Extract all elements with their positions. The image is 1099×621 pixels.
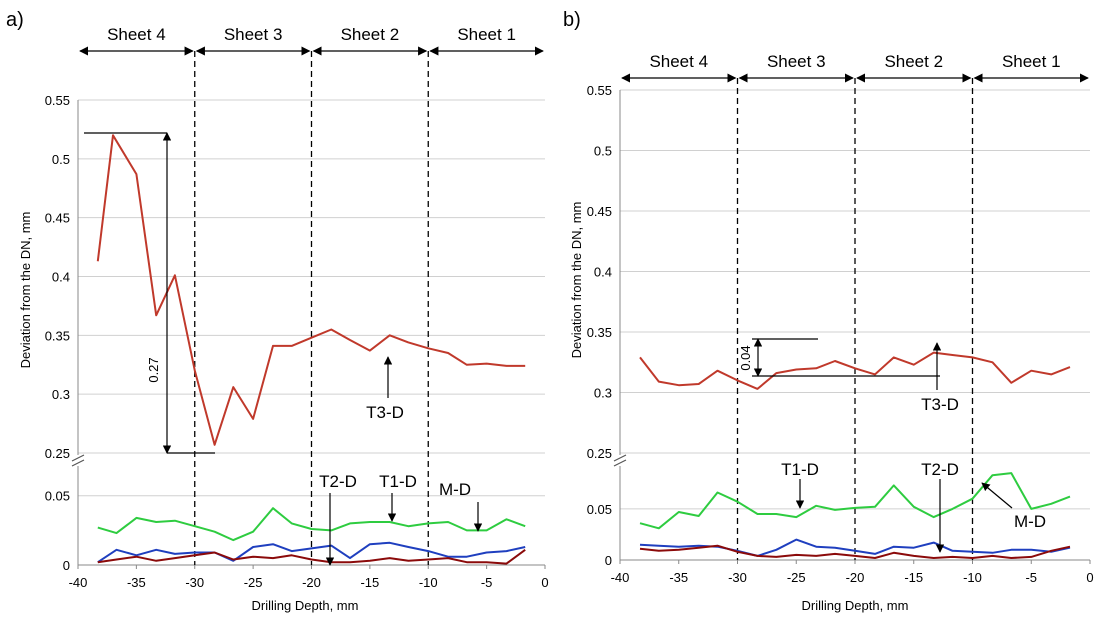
- y-tick-label: 0.35: [45, 328, 70, 343]
- series-annotation-label: M-D: [439, 480, 471, 499]
- y-tick-label: 0.05: [587, 502, 612, 517]
- y-tick-label: 0.55: [587, 83, 612, 98]
- sheet-label: Sheet 4: [107, 25, 166, 44]
- x-tick-label: -5: [481, 575, 493, 590]
- x-tick-label: -15: [360, 575, 379, 590]
- x-tick-label: -35: [127, 575, 146, 590]
- x-axis-title: Drilling Depth, mm: [802, 598, 909, 613]
- sheet-label: Sheet 2: [884, 52, 943, 71]
- series-annotation-label: T3-D: [921, 395, 959, 414]
- series-line-t2-d: [639, 544, 1071, 559]
- x-tick-label: -30: [185, 575, 204, 590]
- y-axis-title: Deviation from the DN, mm: [18, 212, 33, 369]
- x-tick-label: 0: [1086, 570, 1093, 585]
- panel-b: b) 0.25 0.3 0.35 0.4 0.45 0.5 0.55 0 0.05 -40 -35 -3…: [563, 9, 1094, 613]
- x-tick-label: -10: [419, 575, 438, 590]
- sheet-label: Sheet 1: [457, 25, 516, 44]
- x-tick-label: -5: [1025, 570, 1037, 585]
- x-tick-label: -35: [669, 570, 688, 585]
- x-tick-label: -25: [787, 570, 806, 585]
- sheet-label: Sheet 2: [341, 25, 400, 44]
- sheet-label: Sheet 1: [1002, 52, 1061, 71]
- series-annotation-label: T1-D: [379, 472, 417, 491]
- y-tick-label: 0: [63, 558, 70, 573]
- series-line-t1-d: [97, 541, 526, 564]
- series-annotation-label: T3-D: [366, 403, 404, 422]
- x-tick-label: -10: [963, 570, 982, 585]
- sheet-label: Sheet 3: [767, 52, 826, 71]
- y-tick-label: 0.5: [52, 152, 70, 167]
- y-tick-label: 0.3: [52, 387, 70, 402]
- series-annotation-label: M-D: [1014, 512, 1046, 531]
- series-annotation-label: T1-D: [781, 460, 819, 479]
- x-axis-title: Drilling Depth, mm: [252, 598, 359, 613]
- x-tick-label: 0: [541, 575, 548, 590]
- y-tick-label: 0.35: [587, 325, 612, 340]
- dimension-label: 0.27: [146, 357, 161, 382]
- y-tick-label: 0.55: [45, 93, 70, 108]
- sheet-label: Sheet 3: [224, 25, 283, 44]
- annotation-arrow: [981, 482, 1013, 509]
- series-annotation-label: T2-D: [921, 460, 959, 479]
- series-line-m-d: [639, 472, 1071, 530]
- y-tick-label: 0.5: [594, 144, 612, 159]
- y-tick-label: 0.4: [594, 265, 612, 280]
- x-tick-label: -15: [904, 570, 923, 585]
- x-tick-label: -25: [244, 575, 263, 590]
- y-tick-label: 0.45: [587, 204, 612, 219]
- x-tick-label: -40: [611, 570, 630, 585]
- axis-break-mark: [613, 454, 627, 467]
- series-line-m-d: [97, 507, 526, 542]
- series-line-t2-d: [97, 548, 526, 565]
- x-tick-label: -20: [846, 570, 865, 585]
- axis-break-mark: [71, 454, 85, 467]
- y-tick-label: 0.45: [45, 211, 70, 226]
- y-tick-label: 0.05: [45, 489, 70, 504]
- x-tick-label: -30: [728, 570, 747, 585]
- dimension-label: 0.04: [738, 345, 753, 370]
- series-line-t3-d: [639, 351, 1071, 390]
- panel-label: a): [6, 9, 24, 31]
- x-tick-label: -40: [69, 575, 88, 590]
- series-annotation-label: T2-D: [319, 472, 357, 491]
- y-tick-label: 0.25: [587, 446, 612, 461]
- y-tick-label: 0.3: [594, 386, 612, 401]
- x-tick-label: -20: [302, 575, 321, 590]
- sheet-label: Sheet 4: [649, 52, 708, 71]
- panel-label: b): [563, 9, 581, 31]
- y-tick-label: 0.25: [45, 446, 70, 461]
- panel-a: a) 0.25 0.3 0.35 0.4 0.45 0.5 0.55 0 0.05 -40 -35 -3…: [6, 9, 549, 613]
- y-tick-label: 0: [605, 553, 612, 568]
- y-tick-label: 0.4: [52, 270, 70, 285]
- y-axis-title: Deviation from the DN, mm: [569, 202, 584, 359]
